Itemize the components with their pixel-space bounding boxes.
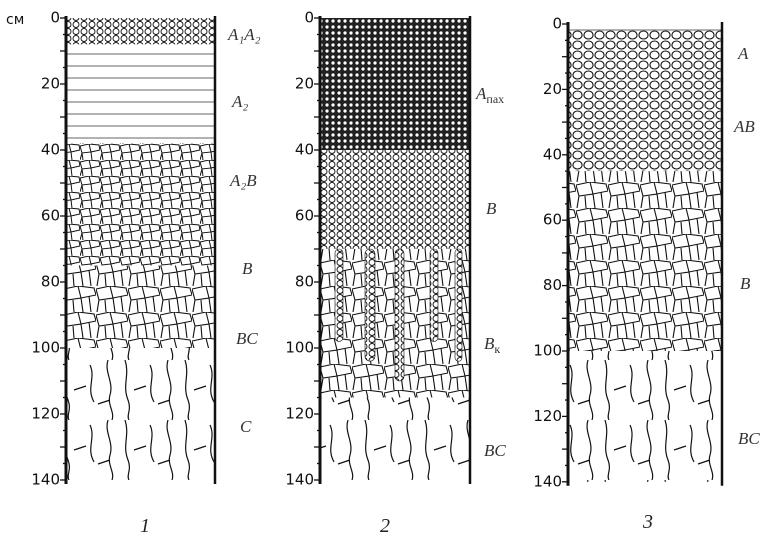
depth-tick-label: 60	[295, 207, 314, 225]
horizon-symbol: BC	[236, 329, 258, 348]
horizon-band	[568, 24, 722, 31]
depth-tick-label: 120	[285, 405, 314, 423]
horizon-symbol: B	[740, 274, 751, 293]
horizon-label: B	[740, 274, 751, 293]
humus-tongue	[454, 248, 463, 362]
horizon-symbol: A₁A₂	[227, 25, 261, 44]
horizon-label: B	[242, 259, 253, 278]
horizon-symbol: A	[475, 84, 487, 103]
depth-tick-label: 20	[295, 75, 314, 93]
horizon-band	[568, 171, 722, 351]
depth-tick-label: 0	[552, 15, 562, 33]
horizon-band	[66, 44, 215, 144]
horizon-subscript: к	[494, 342, 500, 356]
horizon-label: A₁A₂	[227, 25, 261, 44]
soil-column: 0 20 40 60 80 100 120 140 A₁A₂ A₂ A₂B B BC C 1	[31, 9, 260, 538]
horizon-label: AB	[733, 117, 755, 136]
horizon-label: Bк	[484, 334, 500, 356]
humus-tongue	[364, 248, 376, 362]
profile-number: 3	[642, 511, 653, 533]
horizon-label: Aпах	[475, 84, 504, 106]
horizon-symbol: B	[242, 259, 253, 278]
depth-tick-label: 0	[50, 9, 60, 27]
profile-number: 2	[380, 515, 390, 537]
soil-column: 0 20 40 60 80 100 120 140 A AB B BC 3	[533, 15, 760, 534]
horizon-symbol: C	[240, 417, 252, 436]
depth-tick-label: 40	[41, 141, 60, 159]
depth-tick-label: 120	[31, 405, 60, 423]
depth-tick-label: 100	[285, 339, 314, 357]
horizon-label: BC	[236, 329, 258, 348]
humus-tongue	[429, 248, 439, 342]
profile-number: 1	[140, 515, 150, 537]
depth-tick-label: 120	[533, 407, 562, 425]
depth-tick-label: 140	[533, 472, 562, 490]
horizon-label: A	[737, 44, 749, 63]
horizon-band	[66, 348, 215, 480]
depth-tick-label: 20	[41, 75, 60, 93]
horizon-symbol: B	[486, 199, 497, 218]
depth-tick-label: 140	[285, 471, 314, 489]
horizon-label: BC	[484, 441, 506, 460]
depth-tick-label: 100	[533, 342, 562, 360]
depth-unit: см	[6, 12, 24, 28]
horizon-band	[568, 30, 722, 172]
horizon-symbol: B	[484, 334, 495, 353]
horizon-symbol: A₂B	[229, 171, 257, 190]
depth-tick-label: 60	[41, 207, 60, 225]
horizon-symbol: A₂	[231, 92, 248, 111]
horizon-band	[320, 150, 470, 249]
depth-tick-label: 80	[41, 273, 60, 291]
horizon-band	[320, 18, 470, 150]
depth-tick-label: 100	[31, 339, 60, 357]
depth-tick-label: 20	[543, 80, 562, 98]
depth-tick-label: 60	[543, 211, 562, 229]
horizon-symbol: A	[737, 44, 749, 63]
horizon-symbol: BC	[738, 429, 760, 448]
horizon-label: C	[240, 417, 252, 436]
horizon-band	[320, 397, 470, 480]
depth-tick-label: 40	[295, 141, 314, 159]
horizon-label: A₂B	[229, 171, 257, 190]
horizon-symbol: AB	[733, 117, 755, 136]
horizon-symbol: BC	[484, 441, 506, 460]
depth-tick-label: 40	[543, 145, 562, 163]
depth-tick-label: 140	[31, 471, 60, 489]
horizon-band	[66, 143, 215, 266]
horizon-band	[568, 351, 722, 482]
horizon-label: B	[486, 199, 497, 218]
depth-tick-label: 80	[295, 273, 314, 291]
horizon-label: BC	[738, 429, 760, 448]
horizon-subscript: пах	[486, 92, 504, 106]
depth-tick-label: 0	[304, 9, 314, 27]
depth-tick-label: 80	[543, 276, 562, 294]
humus-tongue	[334, 248, 344, 342]
horizon-band	[66, 18, 215, 45]
horizon-band	[66, 265, 215, 348]
horizon-label: A₂	[231, 92, 248, 111]
humus-tongue	[394, 248, 405, 382]
